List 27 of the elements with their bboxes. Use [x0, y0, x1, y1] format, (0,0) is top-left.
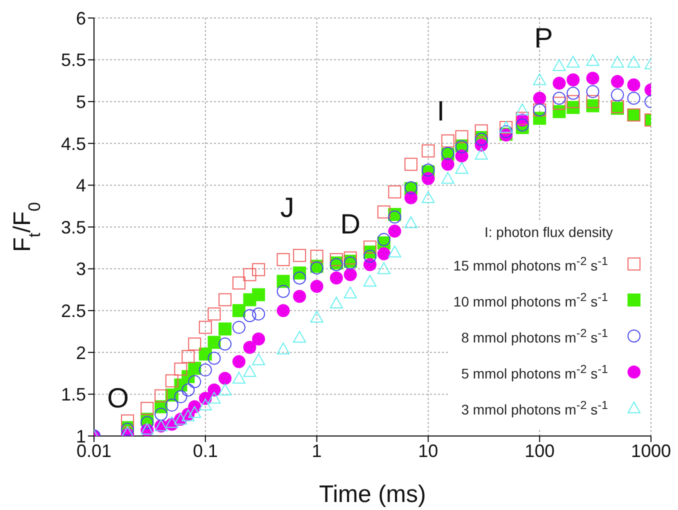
x-axis-title: Time (ms): [318, 481, 426, 508]
y-tick-label: 4.5: [60, 134, 86, 154]
annotation: O: [107, 382, 129, 414]
y-tick-label: 1.5: [60, 384, 86, 405]
y-tick-label: 4: [76, 176, 86, 196]
x-tick-label: 1: [312, 440, 322, 461]
x-tick-label: 1000: [630, 440, 672, 461]
y-tick-label: 3.5: [60, 217, 86, 238]
legend-label: 10 mmol photons m$^{-2}$ s$^{-1}$: [453, 290, 608, 310]
legend-label: 5 mmol photons m$^{-2}$ s$^{-1}$: [461, 362, 608, 382]
y-tick-label: 5: [76, 92, 86, 112]
legend-label: 15 mmol photons m$^{-2}$ s$^{-1}$: [453, 254, 608, 274]
y-tick-label: 2: [76, 342, 86, 363]
annotation: P: [534, 22, 553, 54]
annotation: I: [436, 95, 445, 126]
y-tick-label: 3: [76, 259, 86, 280]
legend-label: 8 mmol photons m$^{-2}$ s$^{-1}$: [461, 326, 608, 346]
annotation: D: [340, 208, 360, 240]
x-tick-label: 100: [524, 440, 555, 461]
x-tick-label: 0.1: [192, 440, 218, 461]
y-tick-label: 6: [76, 8, 86, 28]
legend-label: 3 mmol photons m$^{-2}$ s$^{-1}$: [461, 398, 608, 418]
y-tick-label: 2.5: [60, 300, 86, 321]
annotation: J: [280, 192, 294, 224]
x-tick-label: 10: [418, 440, 438, 461]
legend-title: I: photon flux density: [483, 224, 614, 240]
y-tick-label: 5.5: [60, 50, 86, 70]
